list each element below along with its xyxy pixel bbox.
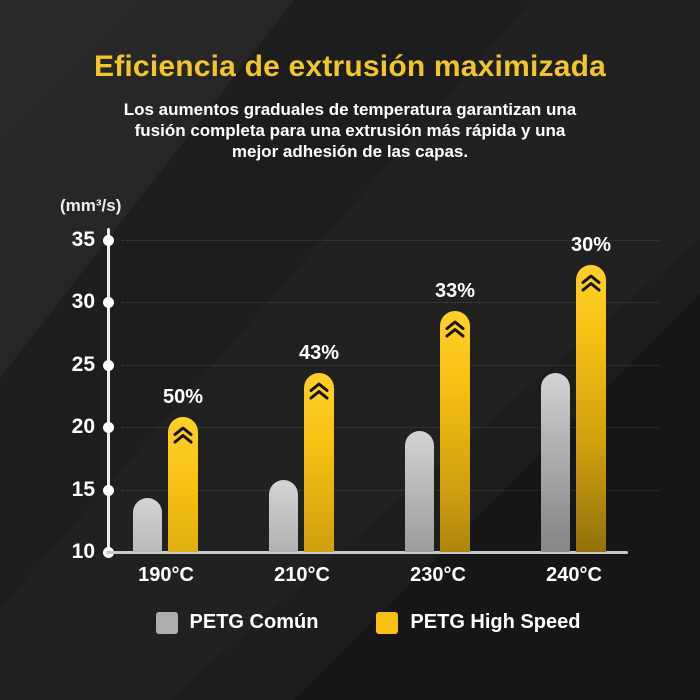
y-tick-label: 20 bbox=[71, 415, 95, 438]
subtitle-line-2: fusión completa para una extrusión más r… bbox=[134, 121, 566, 140]
legend-swatch-gray bbox=[155, 611, 178, 634]
tick-dot bbox=[103, 359, 114, 371]
bar-petg-highspeed-240c: 30% bbox=[571, 234, 611, 552]
increase-label-190c: 50% bbox=[162, 386, 204, 408]
legend-label: PETG High Speed bbox=[410, 611, 581, 633]
bar-petg-highspeed-230c: 33% bbox=[435, 280, 475, 552]
legend-item-petg-comun: PETG Común bbox=[155, 611, 319, 634]
tick-dot bbox=[103, 484, 114, 496]
gridline bbox=[122, 364, 660, 366]
double-chevron-up-icon bbox=[445, 320, 465, 338]
increase-label-210c: 43% bbox=[298, 342, 340, 365]
gridline bbox=[122, 302, 660, 303]
x-axis-line bbox=[106, 551, 628, 554]
y-tick-label: 35 bbox=[71, 227, 95, 251]
bar-petg-comun-190c bbox=[133, 498, 162, 552]
subtitle: Los aumentos graduales de temperatura ga… bbox=[40, 99, 660, 162]
gridline bbox=[122, 427, 660, 428]
legend-item-petg-high-speed: PETG High Speed bbox=[376, 611, 580, 634]
bar-petg-comun-230c bbox=[405, 430, 434, 552]
double-chevron-up-icon bbox=[309, 382, 329, 400]
subtitle-line-1: Los aumentos graduales de temperatura ga… bbox=[123, 100, 577, 119]
double-chevron-up-icon bbox=[581, 274, 601, 291]
bar-petg-highspeed-190c: 50% bbox=[163, 386, 203, 552]
legend-swatch-yellow bbox=[376, 611, 399, 634]
x-axis-label-190c: 190°C bbox=[138, 564, 194, 586]
legend: PETG Común PETG High Speed bbox=[18, 611, 700, 634]
bar-petg-highspeed-210c: 43% bbox=[299, 342, 339, 552]
increase-label-240c: 30% bbox=[570, 233, 612, 256]
x-axis-label-210c: 210°C bbox=[274, 564, 330, 586]
gridline bbox=[122, 239, 660, 241]
legend-label: PETG Común bbox=[189, 611, 319, 633]
y-tick-label: 30 bbox=[71, 290, 95, 313]
tick-dot bbox=[103, 234, 114, 246]
x-axis-label-230c: 230°C bbox=[410, 564, 466, 586]
gridline bbox=[122, 489, 660, 491]
tick-dot bbox=[103, 422, 114, 433]
increase-label-230c: 33% bbox=[434, 279, 476, 302]
subtitle-line-3: mejor adhesión de las capas. bbox=[231, 142, 469, 161]
bar-petg-comun-240c bbox=[541, 373, 570, 552]
y-axis-line bbox=[107, 228, 110, 554]
y-tick-label: 15 bbox=[71, 477, 95, 501]
y-axis-unit-label: (mm³/s) bbox=[60, 196, 122, 215]
page-title: Eficiencia de extrusión maximizada bbox=[94, 50, 606, 83]
x-axis-label-240c: 240°C bbox=[546, 564, 602, 586]
y-tick-label: 10 bbox=[71, 540, 95, 563]
double-chevron-up-icon bbox=[173, 426, 193, 444]
y-tick-label: 25 bbox=[71, 352, 95, 376]
bar-petg-comun-210c bbox=[269, 479, 298, 552]
tick-dot bbox=[103, 297, 114, 308]
